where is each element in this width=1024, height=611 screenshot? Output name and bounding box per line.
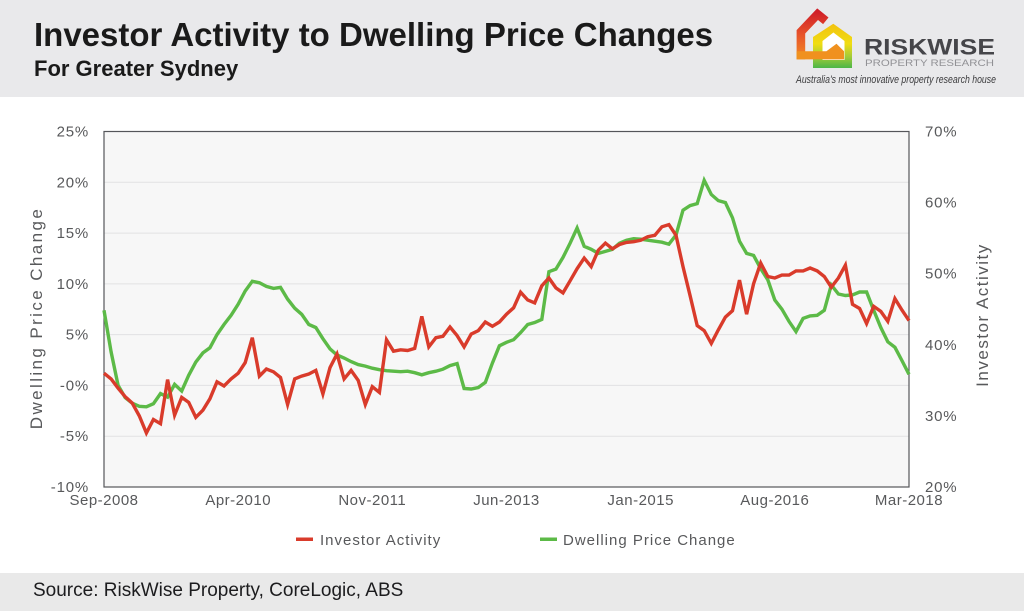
svg-text:Jun-2013: Jun-2013 <box>473 492 540 509</box>
svg-text:PROPERTY RESEARCH: PROPERTY RESEARCH <box>865 58 994 68</box>
svg-text:Dwelling Price Change: Dwelling Price Change <box>27 207 46 429</box>
svg-text:Mar-2018: Mar-2018 <box>875 492 943 509</box>
svg-text:50%: 50% <box>925 266 957 283</box>
svg-text:Investor Activity: Investor Activity <box>320 532 441 549</box>
svg-text:RISKWISE: RISKWISE <box>864 35 995 60</box>
svg-text:Nov-2011: Nov-2011 <box>338 492 406 509</box>
svg-text:15%: 15% <box>57 225 89 242</box>
svg-text:Aug-2016: Aug-2016 <box>740 492 809 509</box>
svg-text:25%: 25% <box>57 124 89 141</box>
svg-text:60%: 60% <box>925 195 957 212</box>
svg-text:30%: 30% <box>925 408 957 425</box>
svg-text:Dwelling Price Change: Dwelling Price Change <box>563 532 736 549</box>
svg-text:-5%: -5% <box>60 428 89 445</box>
svg-text:10%: 10% <box>57 276 89 293</box>
svg-text:20%: 20% <box>57 174 89 191</box>
svg-text:-10%: -10% <box>51 479 89 496</box>
svg-text:Jan-2015: Jan-2015 <box>607 492 674 509</box>
svg-text:70%: 70% <box>925 124 957 141</box>
svg-text:40%: 40% <box>925 337 957 354</box>
svg-text:20%: 20% <box>925 479 957 496</box>
svg-text:Apr-2010: Apr-2010 <box>205 492 271 509</box>
svg-text:5%: 5% <box>66 327 89 344</box>
svg-text:Sep-2008: Sep-2008 <box>69 492 138 509</box>
svg-text:-0%: -0% <box>60 377 89 394</box>
svg-text:Investor Activity: Investor Activity <box>973 243 992 387</box>
svg-text:Australia's most innovative pr: Australia's most innovative property res… <box>795 74 996 86</box>
